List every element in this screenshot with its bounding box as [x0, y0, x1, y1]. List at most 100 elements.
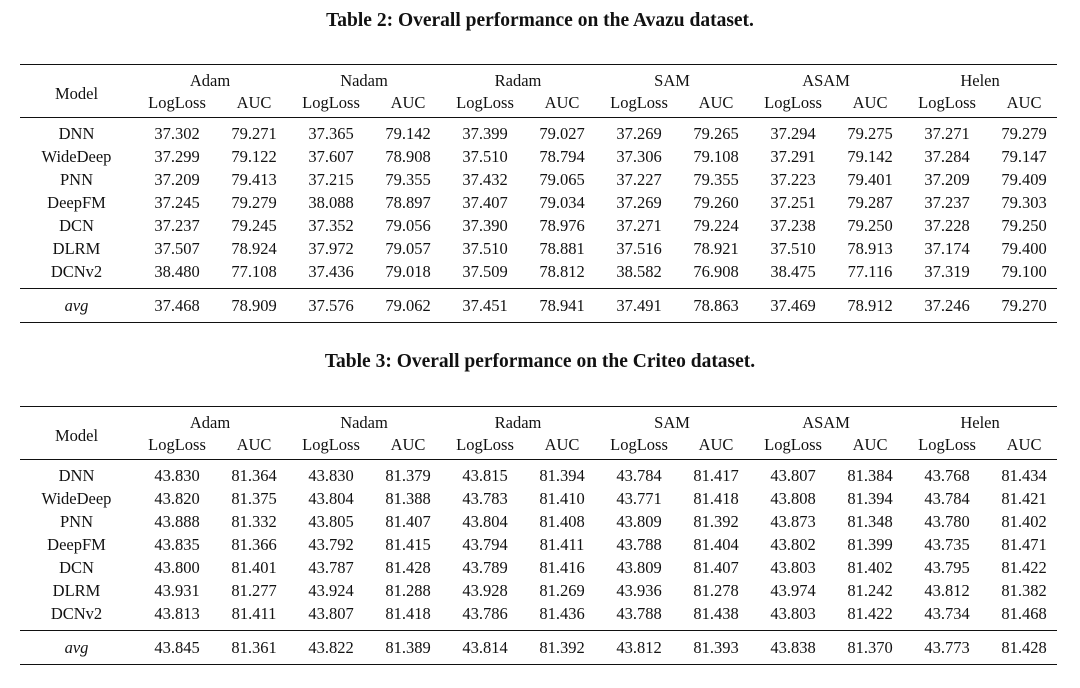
auc-cell: 79.279 — [231, 193, 277, 212]
logloss-cell: 37.237 — [154, 216, 200, 235]
table-row: DCN 37.237 79.245 37.352 79.056 37.390 78.976 3… — [20, 214, 1057, 237]
logloss-cell: 37.291 — [770, 147, 816, 166]
auc-cell: 78.924 — [231, 239, 277, 258]
optimizer-header: ASAM — [749, 64, 904, 92]
model-name-cell: DNN — [20, 117, 133, 145]
logloss-cell: 37.237 — [924, 193, 970, 212]
logloss-cell: 37.299 — [154, 147, 200, 166]
logloss-column-header: LogLoss — [610, 93, 668, 112]
auc-cell: 77.116 — [847, 262, 893, 281]
logloss-cell: 43.788 — [616, 535, 662, 554]
logloss-cell: 37.510 — [770, 239, 816, 258]
logloss-cell: 37.510 — [462, 147, 508, 166]
logloss-cell: 43.924 — [308, 581, 354, 600]
model-name-cell: PNN — [59, 170, 93, 189]
logloss-cell: 37.209 — [154, 170, 200, 189]
logloss-cell: 37.516 — [616, 239, 662, 258]
logloss-cell: 43.974 — [770, 581, 816, 600]
logloss-column-header: LogLoss — [918, 435, 976, 454]
table-row: DeepFM 37.245 79.279 38.088 78.897 37.407 79.0… — [20, 191, 1057, 214]
logloss-cell: 43.795 — [924, 558, 970, 577]
auc-cell: 81.418 — [385, 604, 431, 623]
auc-cell: 78.881 — [539, 239, 585, 258]
logloss-column-header: LogLoss — [148, 93, 206, 112]
auc-cell: 79.056 — [385, 216, 431, 235]
model-name-cell: DeepFM — [47, 535, 106, 554]
avg-logloss-cell: 37.469 — [749, 288, 838, 323]
auc-cell: 81.422 — [1001, 558, 1047, 577]
table-row: DCNv2 43.813 81.411 43.807 81.418 43.786 81.43… — [20, 602, 1057, 631]
auc-cell: 81.402 — [847, 558, 893, 577]
auc-cell: 81.375 — [231, 489, 277, 508]
logloss-cell: 43.800 — [154, 558, 200, 577]
auc-cell: 81.384 — [837, 459, 904, 487]
auc-cell: 81.438 — [693, 604, 739, 623]
auc-cell: 79.142 — [375, 117, 442, 145]
auc-cell: 81.348 — [847, 512, 893, 531]
logloss-cell: 38.582 — [616, 262, 662, 281]
logloss-cell: 43.787 — [308, 558, 354, 577]
auc-cell: 79.142 — [847, 147, 893, 166]
logloss-cell: 43.820 — [154, 489, 200, 508]
auc-column-header: AUC — [1006, 435, 1042, 454]
auc-cell: 76.908 — [693, 262, 739, 281]
auc-column-header: AUC — [390, 93, 426, 112]
logloss-cell: 43.835 — [154, 535, 200, 554]
auc-cell: 81.366 — [231, 535, 277, 554]
logloss-cell: 37.251 — [770, 193, 816, 212]
auc-cell: 78.913 — [847, 239, 893, 258]
table-row: DNN 43.830 81.364 43.830 81.379 43.815 81.394 4… — [20, 459, 1058, 487]
logloss-column-header: LogLoss — [610, 435, 668, 454]
auc-cell: 79.034 — [539, 193, 585, 212]
logloss-cell: 43.813 — [154, 604, 200, 623]
auc-cell: 77.108 — [231, 262, 277, 281]
avg-auc-cell: 81.393 — [683, 630, 750, 665]
logloss-cell: 37.238 — [770, 216, 816, 235]
auc-cell: 79.279 — [991, 117, 1058, 145]
auc-cell: 81.399 — [847, 535, 893, 554]
logloss-cell: 37.407 — [462, 193, 508, 212]
avg-label-cell: avg — [20, 288, 133, 323]
logloss-cell: 37.269 — [616, 193, 662, 212]
avg-logloss-cell: 43.838 — [749, 630, 838, 665]
logloss-cell: 43.803 — [770, 558, 816, 577]
auc-cell: 79.287 — [847, 193, 893, 212]
logloss-column-header: LogLoss — [148, 435, 206, 454]
logloss-cell: 37.271 — [616, 216, 662, 235]
logloss-cell: 37.319 — [924, 262, 970, 281]
model-name-cell: DCNv2 — [50, 262, 103, 281]
auc-cell: 79.018 — [385, 262, 431, 281]
optimizer-header: SAM — [595, 406, 750, 434]
logloss-cell: 43.873 — [770, 512, 816, 531]
optimizer-header: Radam — [441, 64, 596, 92]
auc-cell: 79.401 — [847, 170, 893, 189]
optimizer-header-row: Model Adam Nadam Radam SAM ASAM Helen — [20, 64, 1058, 118]
auc-cell: 79.122 — [231, 147, 277, 166]
avg-auc-cell: 81.428 — [991, 630, 1058, 665]
auc-column-header: AUC — [544, 435, 580, 454]
auc-cell: 81.277 — [231, 581, 277, 600]
model-name-cell: DLRM — [52, 581, 101, 600]
auc-cell: 79.245 — [231, 216, 277, 235]
logloss-cell: 43.734 — [924, 604, 970, 623]
model-name-cell: WideDeep — [41, 147, 112, 166]
logloss-cell: 43.735 — [924, 535, 970, 554]
logloss-column-header: LogLoss — [764, 93, 822, 112]
auc-cell: 78.897 — [385, 193, 431, 212]
logloss-cell: 43.808 — [770, 489, 816, 508]
auc-cell: 81.411 — [231, 604, 277, 623]
logloss-cell: 43.783 — [462, 489, 508, 508]
logloss-cell: 43.780 — [924, 512, 970, 531]
model-name-cell: WideDeep — [41, 489, 112, 508]
logloss-cell: 43.792 — [308, 535, 354, 554]
auc-cell: 81.436 — [539, 604, 585, 623]
auc-cell: 79.250 — [847, 216, 893, 235]
avg-logloss-cell: 37.246 — [903, 288, 992, 323]
logloss-cell: 43.794 — [462, 535, 508, 554]
logloss-column-header: LogLoss — [918, 93, 976, 112]
logloss-cell: 37.432 — [462, 170, 508, 189]
logloss-column-header: LogLoss — [456, 435, 514, 454]
logloss-cell: 43.830 — [287, 459, 376, 487]
auc-cell: 79.355 — [693, 170, 739, 189]
table-2-caption: Table 2: Overall performance on the Avaz… — [326, 10, 754, 31]
